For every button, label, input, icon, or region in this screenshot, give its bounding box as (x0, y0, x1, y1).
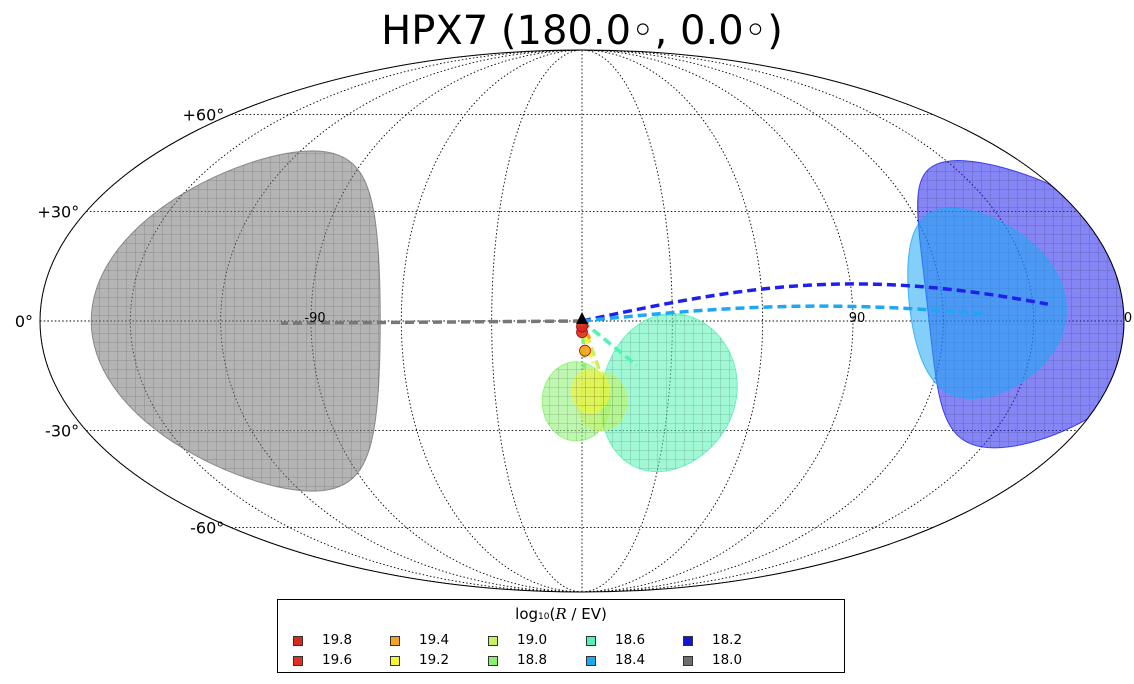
legend-title: log10(R / EV) (515, 605, 607, 623)
point-19-4 (579, 344, 591, 357)
lat-label: -30° (45, 421, 79, 440)
legend-swatch (390, 636, 400, 646)
legend-label: 18.6 (615, 632, 646, 648)
legend-label: 19.2 (419, 652, 450, 668)
lat-label: -60° (190, 519, 224, 538)
track-18-0 (280, 319, 583, 325)
legend-label: 18.8 (517, 652, 548, 668)
lon-label: -90 (304, 311, 325, 326)
legend-label: 19.6 (322, 652, 353, 668)
legend-label: 19.8 (322, 632, 353, 648)
legend-label: 18.2 (712, 632, 743, 648)
patch-18-4 (907, 207, 1067, 399)
lon-label: 90 (849, 311, 866, 326)
lat-label: +30° (37, 203, 79, 222)
legend-swatch (390, 656, 400, 666)
track-18-4 (581, 304, 989, 323)
center-marker (576, 312, 588, 324)
legend-swatch (293, 656, 303, 666)
legend-swatch (488, 636, 498, 646)
track-18-6 (580, 319, 639, 367)
legend-label: 19.4 (419, 632, 450, 648)
legend-swatch (683, 656, 693, 666)
map-boundary (39, 49, 1125, 593)
meridian-line (581, 50, 673, 592)
legend-label: 18.4 (615, 652, 646, 668)
legend-swatch (488, 656, 498, 666)
meridian-line (491, 50, 583, 592)
axis-labels: +60° +30° 0° -30° -60° -90 90 0 (15, 105, 1132, 537)
patch-18-0-hatch (91, 150, 381, 492)
legend-swatch (683, 636, 693, 646)
legend: log10(R / EV) 19.8 19.6 19.4 19.2 19.0 18.8 18… (277, 599, 845, 673)
legend-swatch (293, 636, 303, 646)
meridian-line (581, 50, 854, 592)
chart-title: HPX7 (180.0◦, 0.0◦) (381, 8, 783, 54)
meridian-line (581, 50, 944, 592)
legend-swatch (586, 656, 596, 666)
map-area (40, 50, 1124, 592)
meridian-line (220, 50, 583, 592)
legend-label: 18.0 (712, 652, 743, 668)
legend-swatch (586, 636, 596, 646)
patch-19-2-hatch (572, 369, 610, 413)
lon-label: 0 (1124, 311, 1132, 326)
lat-label: 0° (15, 312, 33, 331)
patch-18-6-hatch (600, 313, 738, 472)
lat-label: +60° (182, 105, 224, 124)
legend-label: 19.0 (517, 632, 548, 648)
